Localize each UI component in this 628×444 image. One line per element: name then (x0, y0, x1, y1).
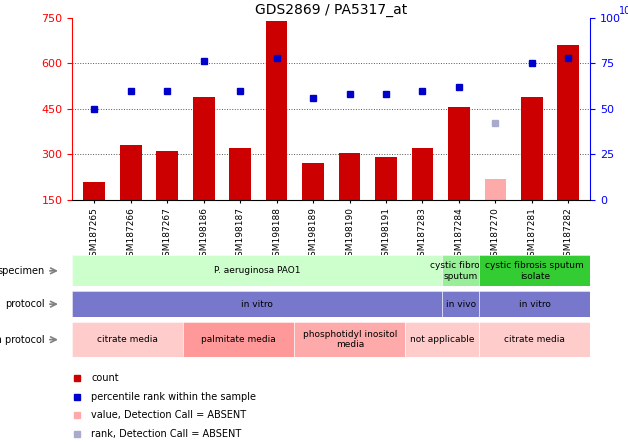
Text: palmitate media: palmitate media (202, 335, 276, 344)
Bar (229, 148, 251, 200)
Text: in vitro: in vitro (519, 300, 551, 309)
Bar (411, 148, 433, 200)
Bar (521, 97, 543, 200)
Text: value, Detection Call = ABSENT: value, Detection Call = ABSENT (91, 410, 246, 420)
Bar (156, 151, 178, 200)
Text: percentile rank within the sample: percentile rank within the sample (91, 392, 256, 401)
Text: in vitro: in vitro (241, 300, 273, 309)
Bar (448, 107, 470, 200)
Text: P. aeruginosa PAO1: P. aeruginosa PAO1 (214, 266, 301, 275)
Bar (266, 21, 288, 200)
Text: rank, Detection Call = ABSENT: rank, Detection Call = ABSENT (91, 429, 242, 439)
Text: cystic fibrosis
sputum: cystic fibrosis sputum (430, 261, 492, 281)
Text: phosphotidyl inositol
media: phosphotidyl inositol media (303, 330, 397, 349)
Bar (83, 182, 105, 200)
Text: specimen: specimen (0, 266, 45, 276)
Bar (193, 97, 215, 200)
Text: not applicable: not applicable (410, 335, 475, 344)
Bar (558, 45, 580, 200)
Text: 100%: 100% (619, 6, 628, 16)
Title: GDS2869 / PA5317_at: GDS2869 / PA5317_at (255, 3, 408, 17)
Bar (302, 163, 324, 200)
Text: citrate media: citrate media (97, 335, 158, 344)
Bar (120, 145, 141, 200)
Text: count: count (91, 373, 119, 383)
Text: in vivo: in vivo (446, 300, 476, 309)
Bar (485, 178, 506, 200)
Text: citrate media: citrate media (504, 335, 565, 344)
Text: growth protocol: growth protocol (0, 335, 45, 345)
Bar (338, 153, 360, 200)
Bar (375, 157, 397, 200)
Text: cystic fibrosis sputum
isolate: cystic fibrosis sputum isolate (485, 261, 584, 281)
Text: protocol: protocol (5, 299, 45, 309)
